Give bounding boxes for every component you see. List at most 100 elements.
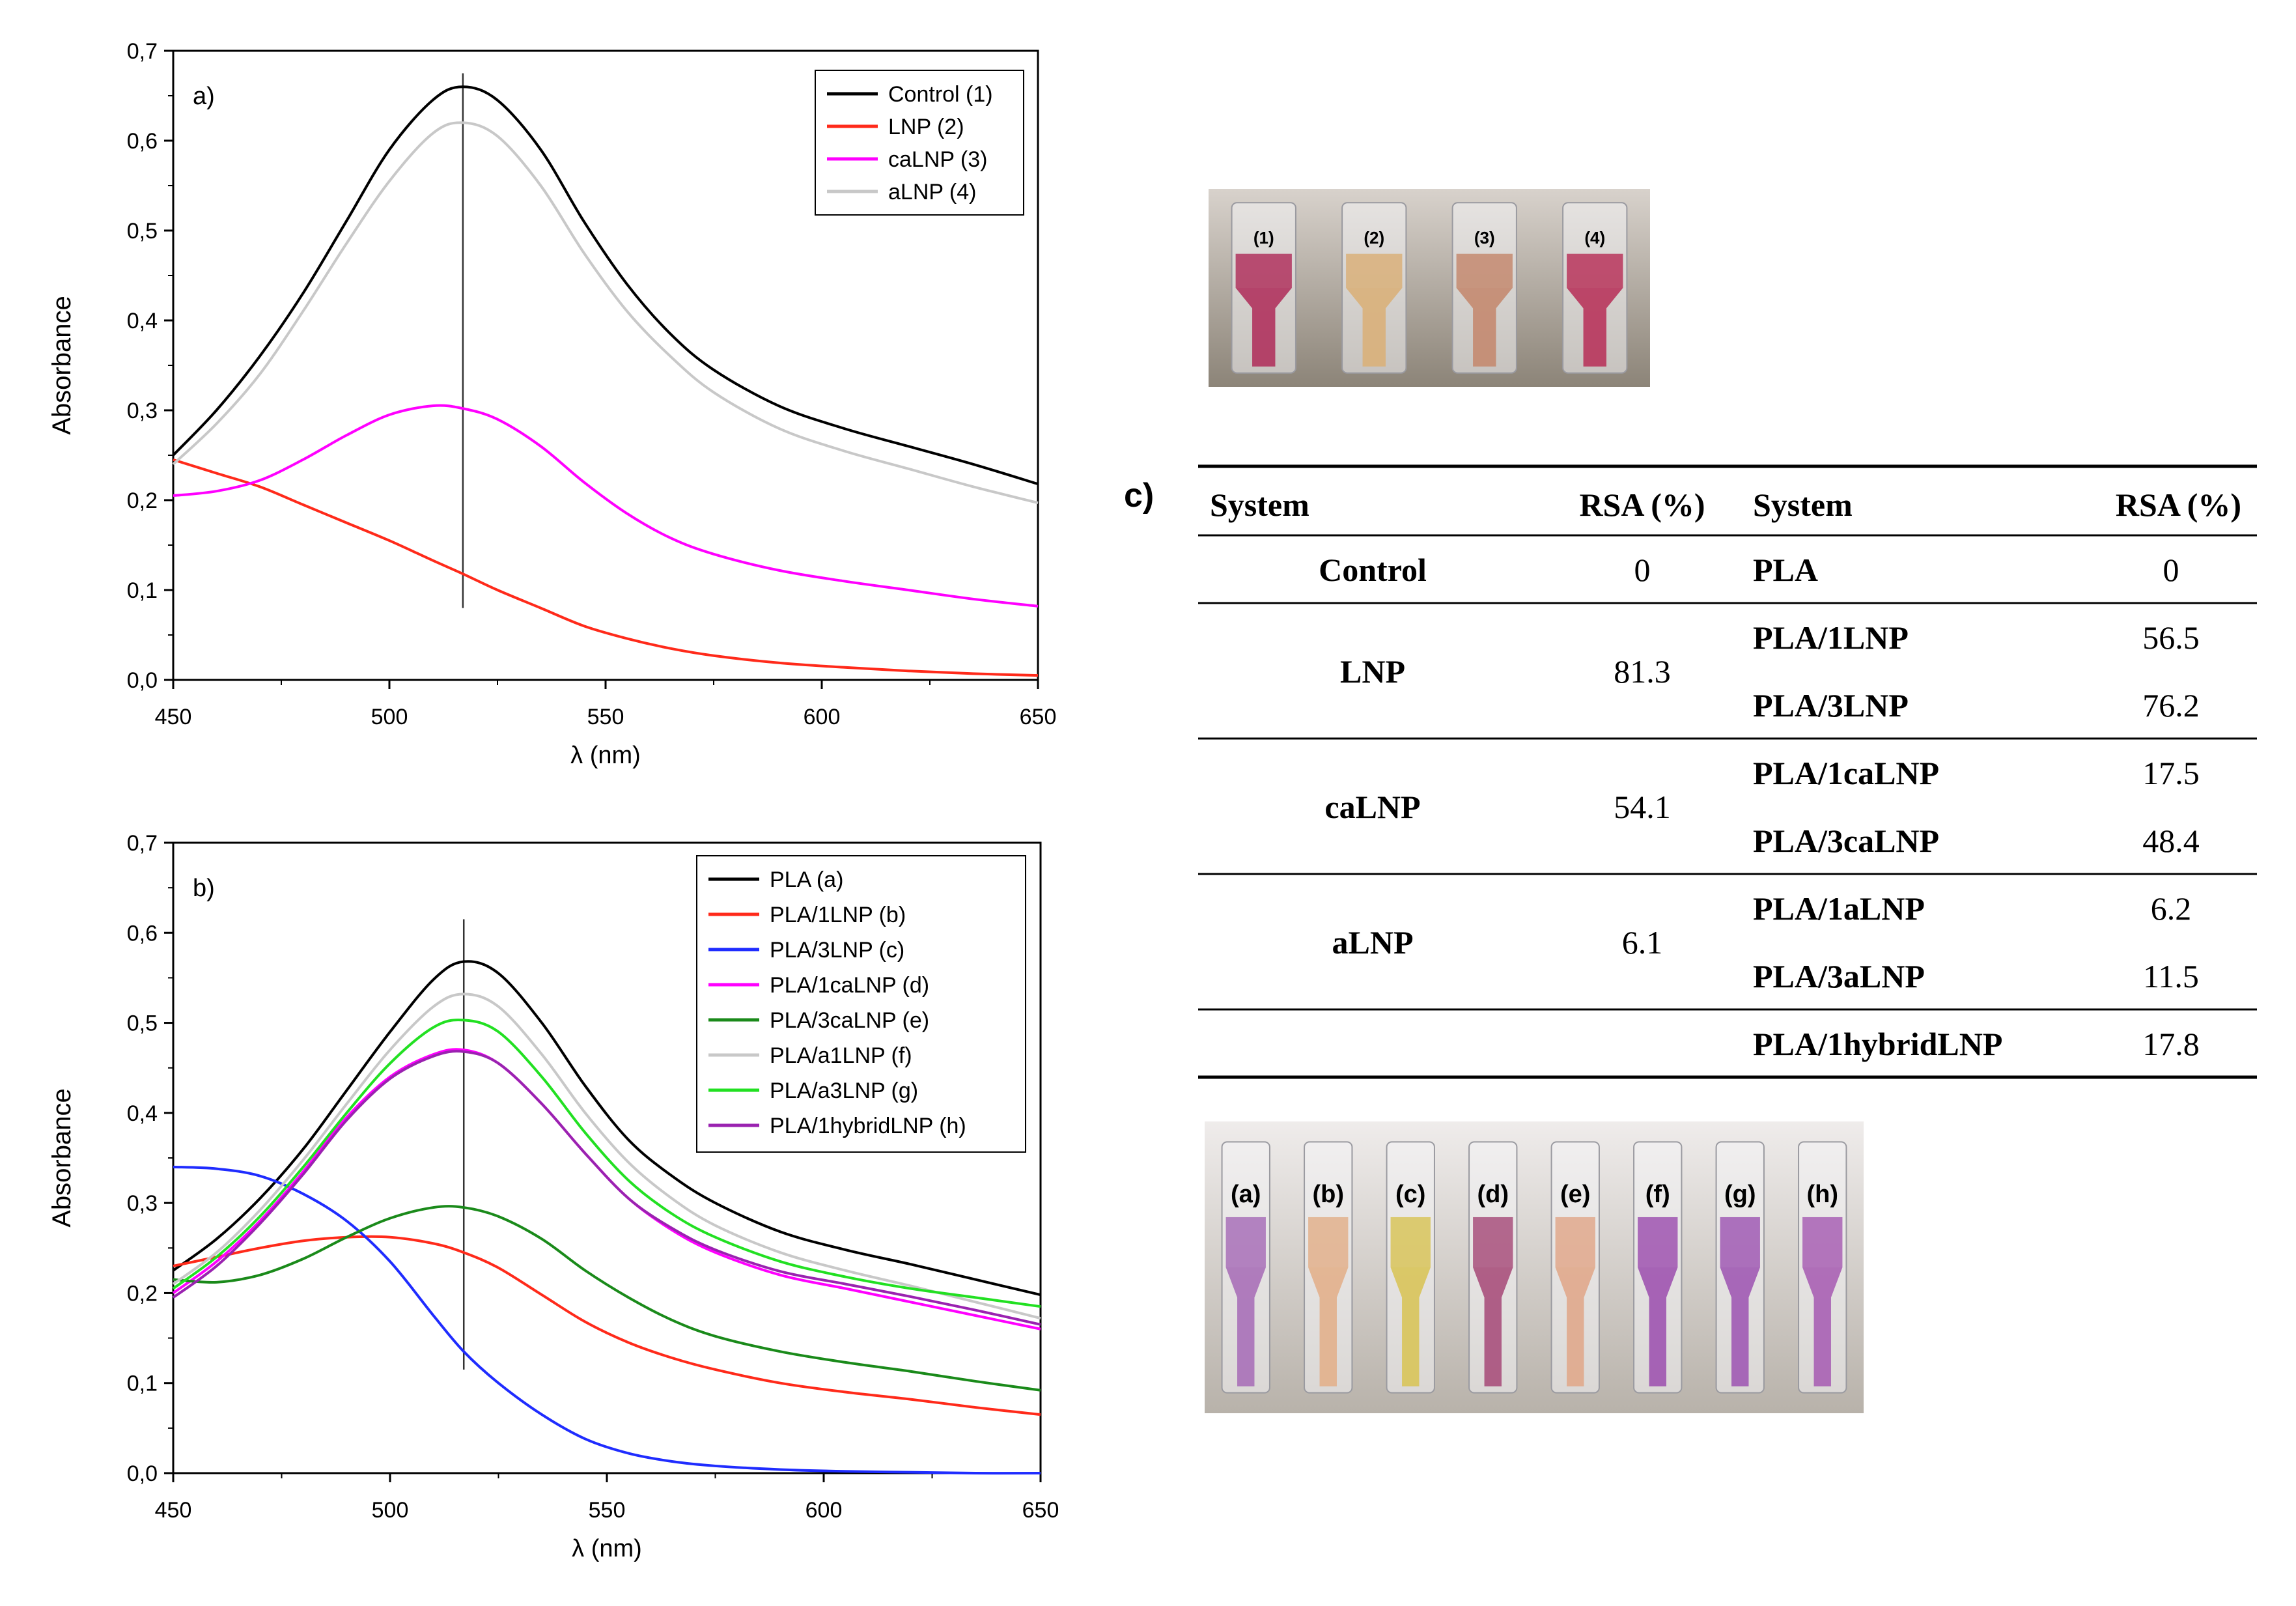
cuvette-liquid-stem xyxy=(1555,1267,1595,1387)
table-cell-system: aLNP xyxy=(1332,924,1414,961)
y-tick-label: 0,2 xyxy=(127,488,158,513)
legend-entry: aLNP (4) xyxy=(888,180,976,204)
cuvette-liquid xyxy=(1720,1217,1760,1267)
x-tick-label: 550 xyxy=(589,1498,626,1523)
table-header: RSA (%) xyxy=(2116,486,2241,523)
cuvette-liquid-stem xyxy=(1346,288,1403,367)
cuvette: (f) xyxy=(1633,1141,1683,1394)
cuvette-liquid-stem xyxy=(1390,1267,1431,1387)
legend-entry: PLA (a) xyxy=(770,867,843,892)
table-cell-rsa: 0 xyxy=(1634,552,1651,588)
table-cell-system: PLA/1aLNP xyxy=(1753,890,1925,927)
cuvette-liquid xyxy=(1555,1217,1595,1267)
cuvette: (3) xyxy=(1451,202,1517,374)
cuvette-liquid-stem xyxy=(1308,1267,1349,1387)
table-cell-rsa: 11.5 xyxy=(2143,958,2199,994)
x-tick-label: 600 xyxy=(804,705,841,729)
cuvette: (d) xyxy=(1468,1141,1518,1394)
cuvette: (a) xyxy=(1221,1141,1270,1394)
table-cell-system: PLA/3caLNP xyxy=(1753,823,1939,859)
cuvette-label: (4) xyxy=(1584,228,1605,247)
series-line xyxy=(172,993,1041,1320)
panel-label: b) xyxy=(193,875,215,902)
series-line xyxy=(172,960,1041,1297)
photo-cuvettes-a-h: (a) (b) (c) (d) (e) (f) (g) (h) xyxy=(1205,1121,1864,1413)
chart-a-absorbance: 450 500 550 600 650 0,0 0,1 0,2 0,3 0,4 0,5 0,6 0,7 λ… xyxy=(48,39,1056,769)
cuvette-label: (3) xyxy=(1474,228,1495,247)
table-cell-system: PLA/1hybridLNP xyxy=(1753,1026,2002,1062)
legend: Control (1) LNP (2) caLNP (3) aLNP (4) xyxy=(815,70,1024,216)
panel-label: a) xyxy=(193,83,215,110)
cuvette-liquid-stem xyxy=(1473,1267,1513,1387)
x-tick-label: 450 xyxy=(155,1498,192,1523)
table-cell-rsa: 6.2 xyxy=(2151,890,2192,927)
cuvette-liquid-stem xyxy=(1638,1267,1678,1387)
x-tick-label: 500 xyxy=(371,705,408,729)
cuvette-label: (e) xyxy=(1560,1181,1590,1208)
cuvette: (4) xyxy=(1562,202,1628,374)
table-cell-system: PLA/1caLNP xyxy=(1753,755,1939,791)
table-cell-system: Control xyxy=(1319,552,1427,588)
legend-entry: LNP (2) xyxy=(888,115,964,139)
legend-entry: PLA/3caLNP (e) xyxy=(770,1008,929,1033)
cuvette: (h) xyxy=(1798,1141,1847,1394)
table-label: c) xyxy=(1124,477,1154,514)
cuvette-label: (g) xyxy=(1724,1181,1756,1208)
table-cell-rsa: 17.5 xyxy=(2142,755,2200,791)
table-cell-rsa: 17.8 xyxy=(2142,1026,2200,1062)
legend-entry: caLNP (3) xyxy=(888,147,987,172)
cuvette-liquid xyxy=(1567,253,1623,288)
table-cell-system: caLNP xyxy=(1324,789,1420,825)
table-cell-system: PLA/3LNP xyxy=(1753,687,1909,724)
x-tick-label: 500 xyxy=(372,1498,409,1523)
chart-b-absorbance: 450 500 550 600 650 0,0 0,1 0,2 0,3 0,4 0,5 0,6 0,7 λ… xyxy=(48,831,1059,1562)
table-cell-system: PLA/1LNP xyxy=(1753,619,1909,656)
series-line xyxy=(172,1019,1041,1308)
cuvette-label: (1) xyxy=(1253,228,1274,247)
table-cell-rsa: 48.4 xyxy=(2142,823,2200,859)
y-tick-label: 0,4 xyxy=(127,309,158,333)
y-tick-label: 0,0 xyxy=(127,668,158,693)
table-cell-rsa: 76.2 xyxy=(2142,687,2200,724)
cuvette-liquid-stem xyxy=(1567,288,1623,367)
cuvette-label: (h) xyxy=(1806,1181,1838,1208)
series-line xyxy=(173,1235,1041,1416)
y-tick-label: 0,3 xyxy=(127,399,158,423)
series-line xyxy=(172,121,1039,505)
cuvette-liquid-stem xyxy=(1456,288,1513,367)
x-tick-label: 650 xyxy=(1022,1498,1059,1523)
cuvette-liquid xyxy=(1802,1217,1843,1267)
table-header: RSA (%) xyxy=(1579,486,1705,523)
cuvette-liquid-stem xyxy=(1225,1267,1266,1387)
cuvette-label: (b) xyxy=(1312,1181,1344,1208)
y-tick-label: 0,5 xyxy=(127,219,158,244)
cuvette-liquid xyxy=(1638,1217,1678,1267)
table-cell-rsa: 56.5 xyxy=(2142,619,2200,656)
y-tick-label: 0,1 xyxy=(127,1372,158,1396)
cuvette-liquid xyxy=(1473,1217,1513,1267)
x-tick-label: 650 xyxy=(1020,705,1057,729)
cuvette: (b) xyxy=(1304,1141,1353,1394)
table-cell-system: LNP xyxy=(1340,653,1405,690)
x-axis-label: λ (nm) xyxy=(570,742,641,769)
cuvette-liquid xyxy=(1456,253,1513,288)
legend-entry: Control (1) xyxy=(888,82,993,107)
rsa-table: c) System RSA (%) System RSA (%) Control 0 PLA 0… xyxy=(1124,464,2257,1079)
cuvette-liquid xyxy=(1235,253,1292,288)
cuvette-liquid xyxy=(1308,1217,1349,1267)
cuvette-liquid-stem xyxy=(1235,288,1292,367)
cuvette-liquid xyxy=(1390,1217,1431,1267)
cuvette: (1) xyxy=(1231,202,1296,374)
x-tick-label: 450 xyxy=(155,705,192,729)
cuvette-label: (a) xyxy=(1231,1181,1261,1208)
cuvette: (2) xyxy=(1341,202,1407,374)
series-line xyxy=(173,404,1039,608)
legend-entry: PLA/3LNP (c) xyxy=(770,938,904,963)
table-cell-system: PLA xyxy=(1753,552,1818,588)
legend: PLA (a) PLA/1LNP (b) PLA/3LNP (c) PLA/1caLN… xyxy=(696,855,1026,1153)
cuvette-label: (f) xyxy=(1645,1181,1670,1208)
y-axis-label: Absorbance xyxy=(48,296,76,434)
y-tick-label: 0,2 xyxy=(127,1281,158,1306)
cuvette-liquid xyxy=(1346,253,1403,288)
